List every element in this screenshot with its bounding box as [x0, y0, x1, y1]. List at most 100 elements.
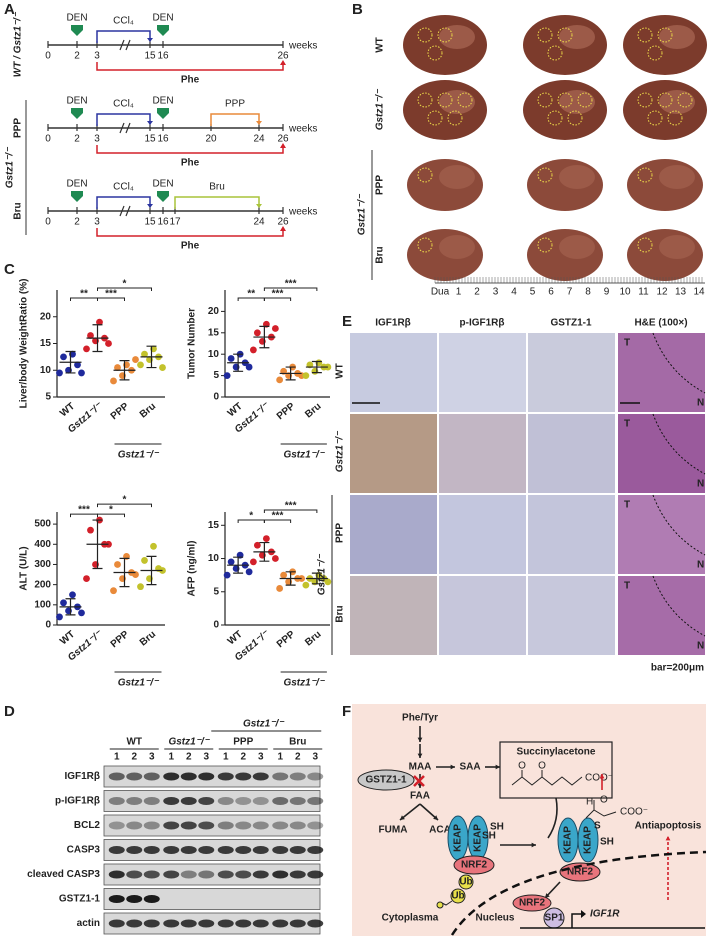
week-label: 3	[94, 134, 100, 145]
tumor-outline	[537, 167, 553, 183]
blot-band	[235, 797, 252, 805]
arrow-head	[417, 753, 423, 758]
blot-band	[180, 821, 197, 830]
chemical-structure	[511, 770, 583, 786]
blot-band	[126, 772, 143, 781]
tumor-outline	[637, 92, 653, 108]
blot-band	[126, 895, 143, 903]
ruler-label: 2	[474, 287, 480, 298]
panel-label: B	[352, 1, 363, 18]
data-point	[245, 568, 253, 576]
liver-lobe	[439, 235, 475, 259]
tumor-outline	[417, 92, 433, 108]
panel-label: E	[342, 313, 352, 330]
data-point	[137, 361, 144, 369]
x-tick-label: PPP	[275, 629, 298, 651]
ruler-label: 7	[567, 287, 573, 298]
micrograph	[618, 333, 705, 412]
data-point	[253, 329, 261, 337]
micrograph	[439, 576, 526, 655]
axis-break	[119, 39, 131, 51]
panel-label: A	[4, 1, 15, 18]
data-point	[280, 571, 288, 579]
data-point	[262, 535, 270, 542]
lane-label: 2	[131, 752, 137, 763]
column-header: H&E (100×)	[634, 318, 687, 329]
tumor-outline	[557, 27, 573, 43]
week-label: 15	[144, 134, 156, 145]
panel-label: D	[4, 703, 15, 720]
node-label: NRF2	[461, 860, 488, 871]
blot-band	[272, 797, 289, 805]
blot-band	[235, 919, 252, 928]
blot-band	[235, 870, 252, 879]
blot-band	[217, 919, 234, 928]
tumor-outline	[537, 27, 553, 43]
y-tick-label: 20	[40, 311, 52, 322]
phe-label: Phe	[181, 158, 200, 169]
data-point	[78, 609, 85, 617]
micrograph	[350, 495, 437, 574]
y-tick-label: 15	[208, 520, 220, 531]
ruler-label: Dua	[431, 287, 450, 298]
lane-label: 1	[223, 752, 229, 763]
lane-label: 1	[277, 752, 283, 763]
arrow-head	[545, 893, 550, 898]
blot-band	[108, 870, 125, 879]
blot-band	[272, 870, 289, 879]
x-tick-label: PPP	[109, 401, 132, 423]
column-header: IGF1Rβ	[375, 318, 411, 329]
data-point	[96, 318, 103, 326]
blot-band	[289, 797, 306, 805]
micrograph	[618, 576, 705, 655]
blot-band	[198, 870, 215, 879]
data-point	[87, 332, 94, 339]
ruler-label: 1	[456, 287, 462, 298]
node-label: KEAP	[473, 824, 484, 852]
atom-label: COO⁻	[585, 773, 613, 784]
arrow-head	[400, 815, 405, 820]
tumor-outline	[427, 110, 443, 126]
y-axis-label: AFP (ng/ml)	[187, 541, 198, 597]
blot-band	[126, 797, 143, 805]
y-tick-label: 100	[34, 599, 51, 610]
significance-label: ***	[285, 279, 297, 290]
tumor-outline	[417, 237, 433, 253]
blot-band	[126, 919, 143, 928]
data-point	[159, 364, 166, 371]
atom-label: COO⁻	[620, 807, 648, 818]
lane-label: 3	[203, 752, 209, 763]
significance-label: ***	[78, 505, 90, 516]
liver-lobe	[659, 25, 695, 49]
ccl4-head	[147, 121, 153, 125]
blot-band	[108, 797, 125, 805]
tumor-outline	[577, 92, 593, 108]
ruler-label: 4	[511, 287, 517, 298]
y-tick-label: 200	[34, 579, 51, 590]
week-label: 0	[45, 217, 51, 228]
group-label: Gstz1⁻/⁻	[168, 737, 210, 748]
tumor-outline	[637, 167, 653, 183]
micrograph	[350, 576, 437, 655]
data-point	[227, 355, 235, 362]
blot-band	[163, 846, 180, 854]
atom-label: O	[518, 761, 526, 772]
tumor-outline	[427, 45, 443, 61]
phe-head	[280, 226, 286, 231]
ruler-label: 13	[675, 287, 687, 298]
data-point	[141, 350, 148, 358]
nrf2-node	[559, 862, 601, 882]
y-tick-label: 15	[40, 338, 52, 349]
ccl4-label: CCl₄	[113, 16, 134, 27]
inhibition-mark	[413, 775, 425, 787]
node-label: KEAP	[583, 826, 594, 854]
y-tick-label: 20	[208, 306, 220, 317]
lane-label: 1	[114, 752, 120, 763]
week-label: 3	[94, 51, 100, 62]
blot-band	[180, 846, 197, 854]
significance-label: *	[123, 279, 127, 290]
group-label: Gstz1⁻/⁻	[283, 678, 325, 689]
y-tick-label: 300	[34, 559, 51, 570]
tumor-outline	[637, 27, 653, 43]
node-label: SAA	[459, 762, 480, 773]
